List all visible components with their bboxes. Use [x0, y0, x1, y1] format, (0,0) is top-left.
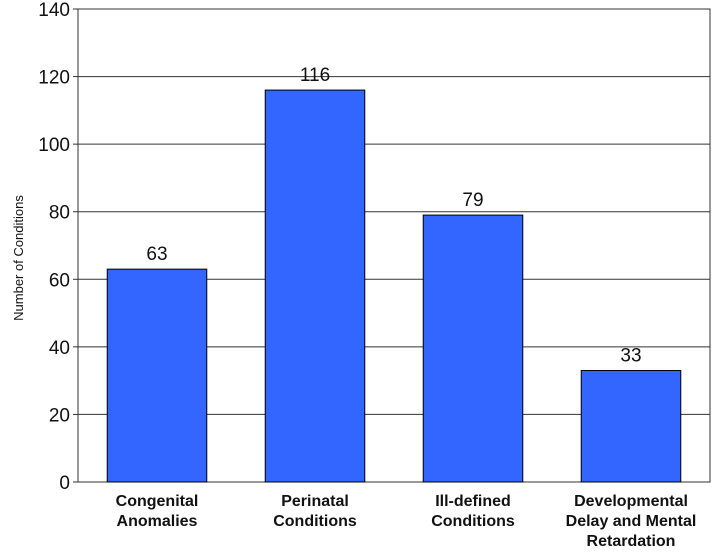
category-label-line: Ill-defined — [435, 493, 511, 510]
category-label-line: Conditions — [431, 513, 515, 530]
data-label: 33 — [620, 346, 641, 367]
y-tick-label: 100 — [38, 135, 70, 156]
category-label-line: Delay and Mental — [566, 513, 697, 530]
category-label-line: Congenital — [116, 493, 199, 510]
bar — [580, 370, 682, 483]
plot-frame — [77, 8, 711, 483]
bar — [106, 268, 208, 483]
category-label-line: Anomalies — [117, 513, 198, 530]
data-labels: 63 116 79 33 — [146, 65, 641, 366]
y-tick-label: 40 — [49, 338, 70, 359]
y-axis-ticks: 0 20 40 60 80 100 120 140 — [38, 0, 78, 494]
category-label: Perinatal Conditions — [273, 493, 357, 530]
data-label: 63 — [146, 244, 167, 265]
bar — [264, 89, 366, 483]
bars — [106, 89, 682, 483]
category-label: Congenital Anomalies — [116, 493, 199, 530]
y-axis-title: Number of Conditions — [11, 195, 26, 321]
y-tick-label: 0 — [59, 473, 70, 494]
category-label: Developmental Delay and Mental Retardation — [566, 493, 697, 550]
category-label: Ill-defined Conditions — [431, 493, 515, 530]
category-label-line: Developmental — [574, 493, 688, 510]
y-tick-label: 20 — [49, 405, 70, 426]
y-tick-label: 140 — [38, 0, 70, 21]
y-tick-label: 60 — [49, 270, 70, 291]
bar — [422, 214, 524, 483]
y-tick-label: 120 — [38, 68, 70, 89]
category-label-line: Retardation — [587, 533, 676, 550]
data-label: 79 — [462, 190, 483, 211]
category-label-line: Conditions — [273, 513, 357, 530]
y-tick-label: 80 — [49, 203, 70, 224]
data-label: 116 — [300, 65, 330, 86]
category-label-line: Perinatal — [281, 493, 349, 510]
